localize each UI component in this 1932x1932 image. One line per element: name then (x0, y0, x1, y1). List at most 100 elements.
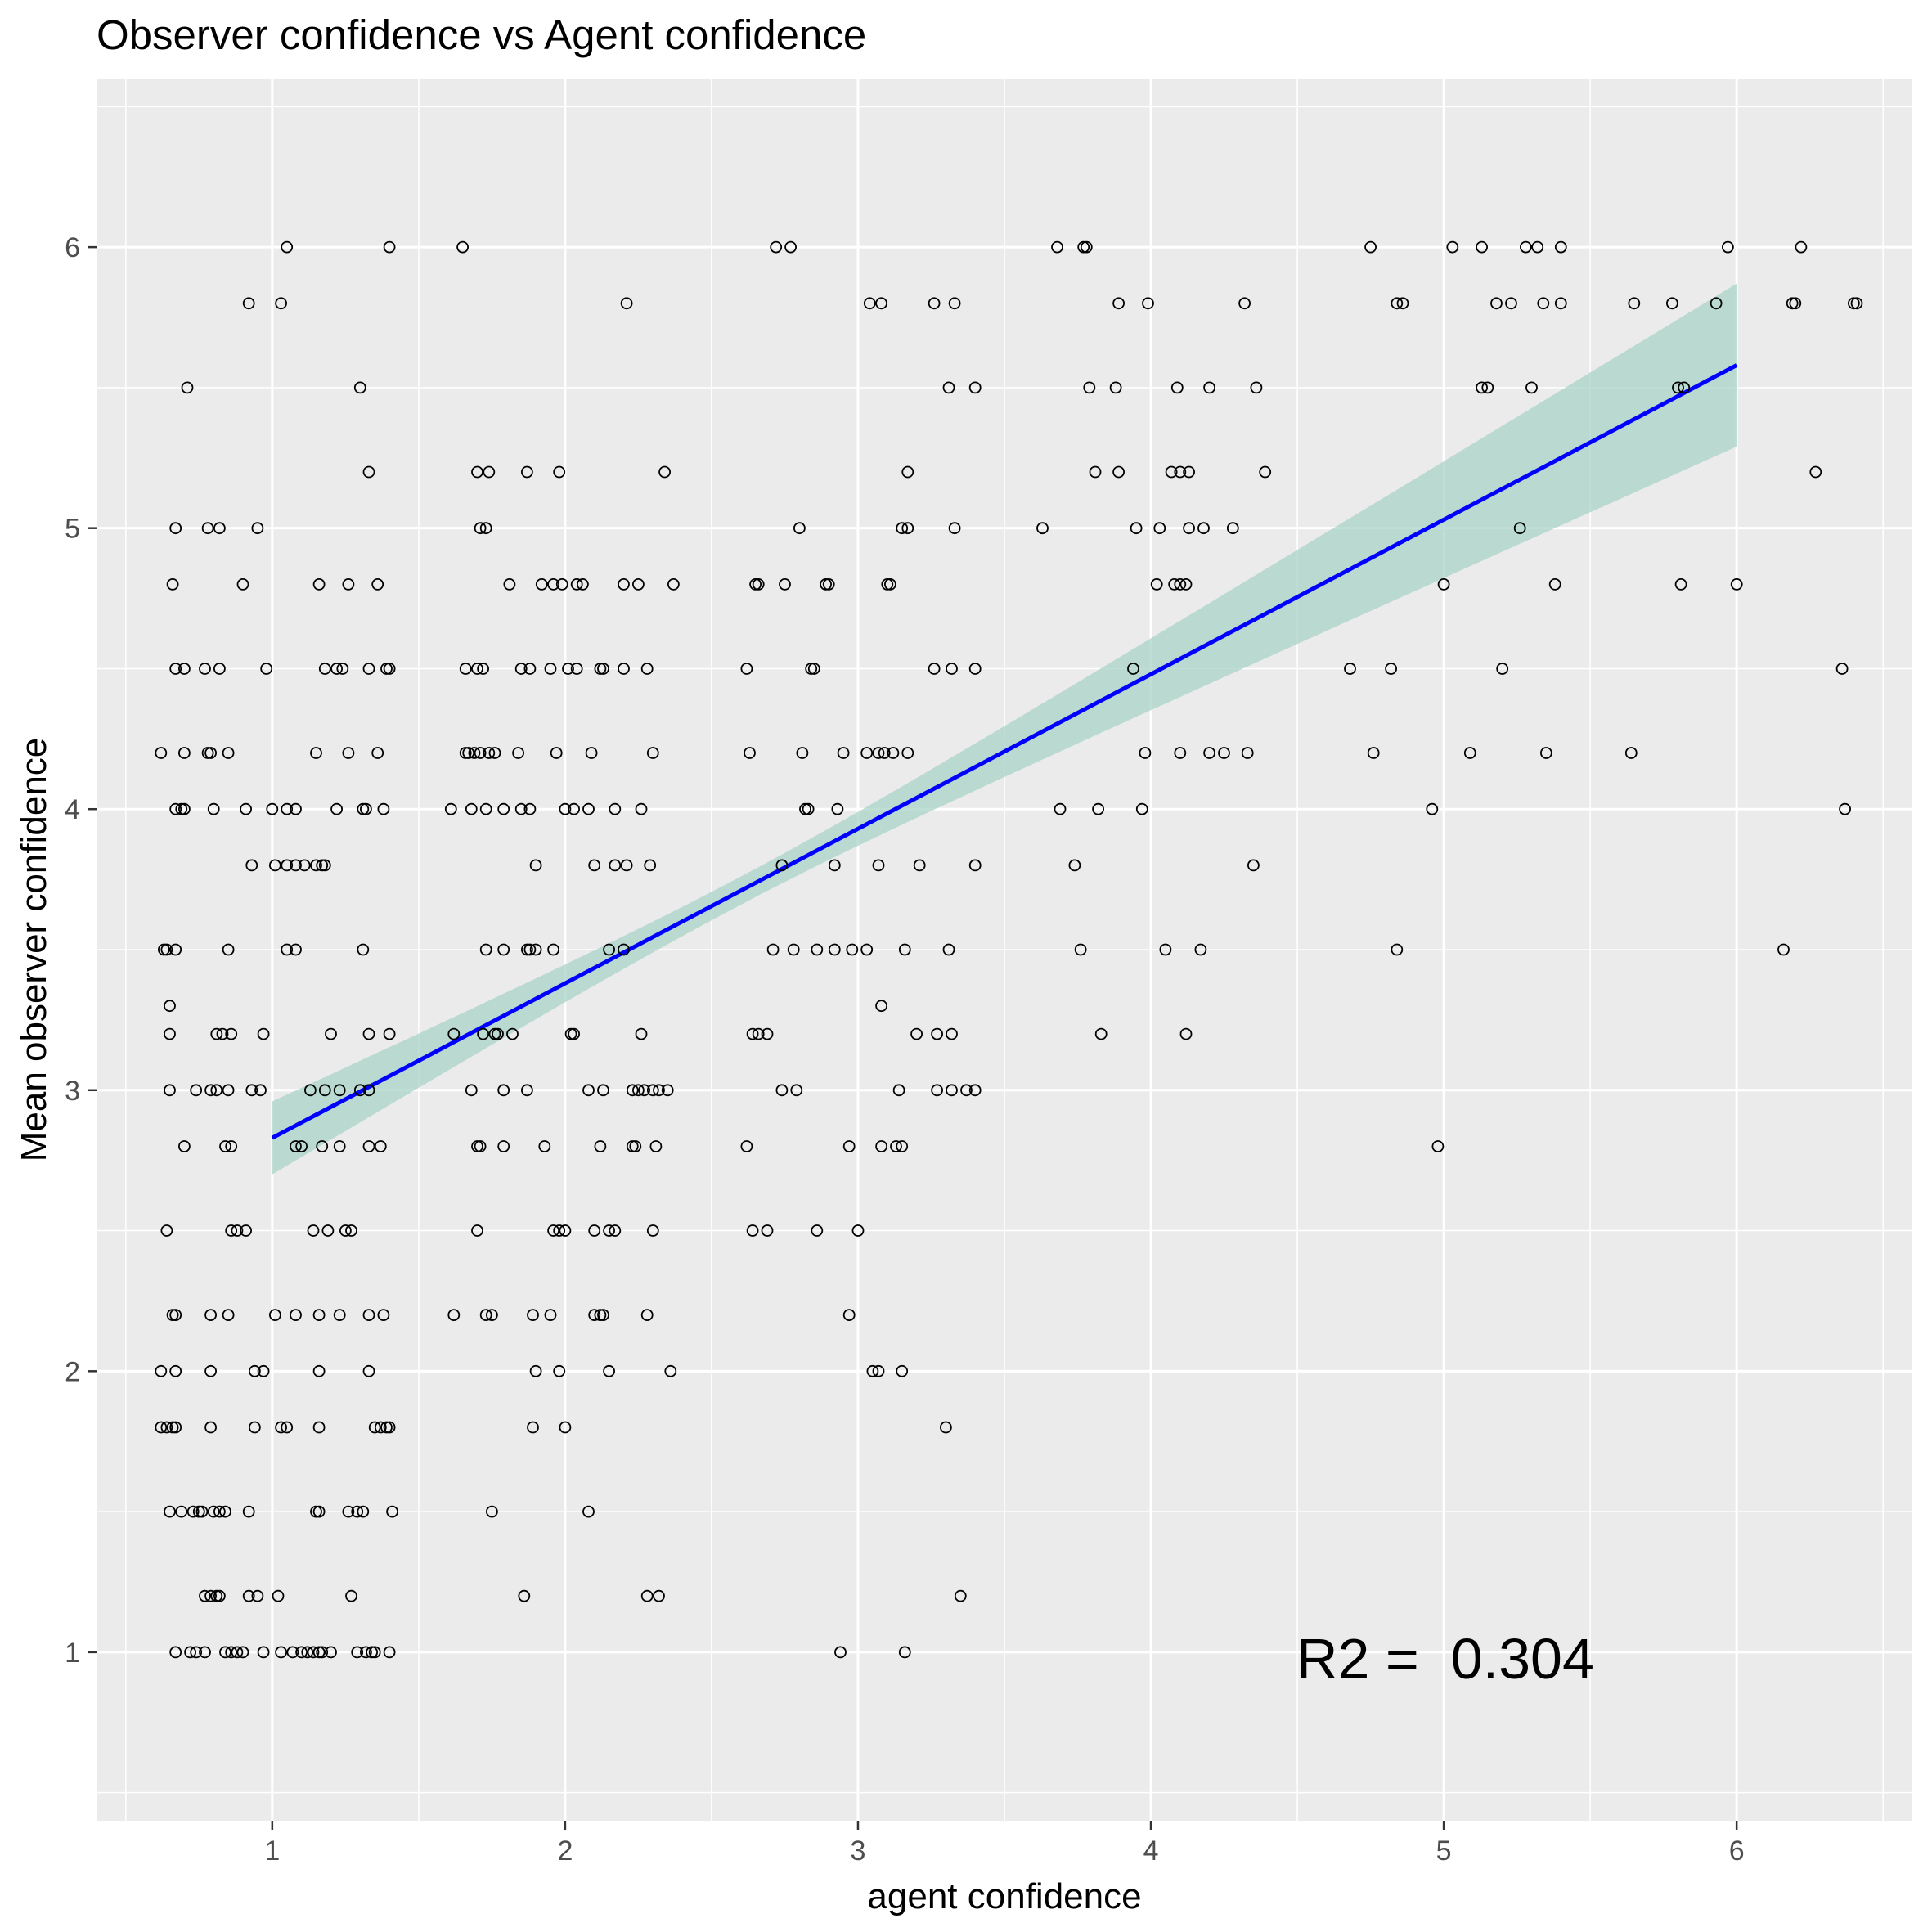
data-point (512, 747, 524, 759)
data-point (204, 1589, 218, 1602)
data-point (553, 465, 566, 479)
data-point (1364, 240, 1377, 254)
data-point (946, 1027, 958, 1040)
data-point (268, 859, 281, 872)
data-point (359, 1646, 372, 1659)
data-point (503, 578, 516, 591)
data-point (582, 1505, 595, 1518)
data-point (312, 1505, 326, 1518)
data-point (251, 1589, 264, 1602)
data-point (184, 1646, 197, 1659)
data-point (474, 747, 487, 759)
data-point (474, 1140, 487, 1152)
data-point (544, 663, 557, 675)
data-point (529, 1364, 542, 1377)
data-point (312, 1364, 326, 1377)
y-tick-label: 4 (65, 794, 80, 825)
data-point (594, 1140, 607, 1152)
x-tick-label: 5 (1436, 1835, 1452, 1867)
data-point (796, 747, 809, 759)
data-point (465, 1084, 478, 1097)
data-point (1174, 465, 1187, 479)
data-point (204, 1309, 218, 1321)
data-point (1194, 943, 1207, 956)
data-point (207, 1505, 220, 1518)
data-point (609, 1224, 622, 1237)
data-point (377, 802, 390, 815)
data-point (298, 859, 311, 872)
data-point (465, 802, 478, 815)
data-point (199, 1589, 211, 1602)
data-point (155, 747, 168, 759)
data-point (351, 1646, 364, 1659)
data-point (281, 1421, 294, 1434)
data-point (199, 1646, 211, 1659)
data-point (620, 859, 633, 872)
data-point (928, 297, 941, 310)
data-point (1385, 663, 1397, 675)
data-point (368, 1646, 381, 1659)
data-point (181, 381, 194, 394)
major-gridlines (97, 79, 1912, 1821)
data-point (609, 859, 622, 872)
data-point (219, 1140, 231, 1152)
data-point (312, 578, 326, 591)
data-point (1241, 747, 1254, 759)
data-point (585, 747, 598, 759)
data-point (160, 943, 173, 956)
data-point (632, 1084, 645, 1097)
data-point (175, 802, 188, 815)
data-point (281, 802, 294, 815)
data-point (160, 1421, 173, 1434)
data-point (447, 1309, 461, 1321)
data-point (295, 1646, 308, 1659)
data-point (646, 747, 659, 759)
data-point (1179, 1027, 1193, 1040)
data-point (310, 1505, 322, 1518)
data-point (968, 859, 982, 872)
data-point (257, 1646, 270, 1659)
data-point (175, 1505, 188, 1518)
data-point (236, 578, 249, 591)
data-point (842, 1140, 856, 1152)
data-point (1721, 240, 1734, 254)
data-point (618, 663, 630, 675)
data-point (368, 1421, 381, 1434)
data-point (248, 1421, 261, 1434)
data-point (811, 1224, 824, 1237)
data-point (164, 1027, 176, 1040)
data-point (492, 1027, 504, 1040)
data-point (860, 943, 874, 956)
data-point (479, 802, 492, 815)
data-point (1777, 943, 1790, 956)
data-point (307, 1646, 320, 1659)
data-point (199, 663, 211, 675)
data-point (353, 1084, 366, 1097)
data-point (942, 943, 955, 956)
data-point (462, 747, 475, 759)
data-point (169, 1309, 182, 1321)
x-tick-label: 3 (851, 1835, 866, 1867)
data-point (166, 1309, 179, 1321)
data-point (383, 1421, 396, 1434)
data-point (204, 1084, 218, 1097)
data-point (928, 663, 941, 675)
y-tick-label: 1 (65, 1638, 80, 1669)
data-point (362, 663, 375, 675)
data-point (318, 1084, 331, 1097)
data-point (377, 1309, 390, 1321)
y-axis: 1 2 3 4 5 6 (65, 232, 97, 1669)
data-point (477, 1027, 489, 1040)
data-point (474, 522, 487, 535)
data-point (761, 1224, 774, 1237)
data-point (362, 1140, 375, 1152)
data-point (653, 1589, 665, 1602)
data-point (268, 1309, 281, 1321)
data-point (1809, 465, 1822, 479)
data-point (272, 1589, 285, 1602)
data-point (555, 578, 568, 591)
data-point (204, 1421, 218, 1434)
data-point (240, 1224, 253, 1237)
data-point (1109, 381, 1122, 394)
data-point (787, 943, 800, 956)
